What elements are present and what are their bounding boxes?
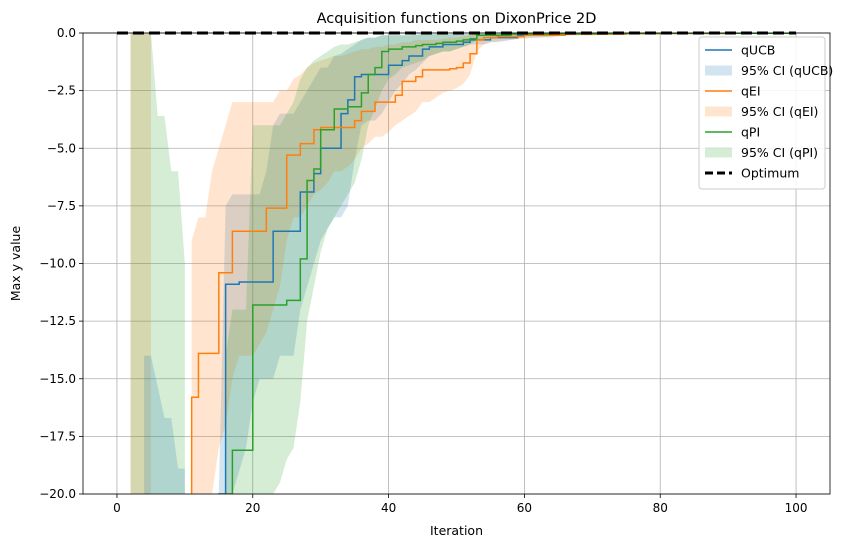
x-tick-label: 60 xyxy=(517,501,532,515)
legend-label: 95% CI (qEI) xyxy=(741,104,818,119)
series-line-qEI xyxy=(190,33,790,494)
y-tick-label: −12.5 xyxy=(39,314,76,328)
legend-label: qEI xyxy=(741,84,761,99)
y-tick-label: −5.0 xyxy=(47,141,76,155)
legend: qUCB 95% CI (qUCB) qEI 95% CI (qEI) qPI 95% C… xyxy=(698,36,833,190)
x-tick-label: 80 xyxy=(653,501,668,515)
early-band-qEI xyxy=(130,33,151,494)
x-tick-label: 20 xyxy=(245,501,260,515)
y-axis-label: Max y value xyxy=(8,226,23,302)
legend-swatch-patch xyxy=(705,106,732,117)
legend-label: qPI xyxy=(741,125,760,140)
y-tick-label: −7.5 xyxy=(47,199,76,213)
legend-label: 95% CI (qPI) xyxy=(741,145,818,160)
x-axis: 0 20 40 60 80 100 xyxy=(113,494,807,515)
y-tick-label: −15.0 xyxy=(39,372,76,386)
y-axis: −20.0 −17.5 −15.0 −12.5 −10.0 −7.5 −5.0 −2.5 0.0 xyxy=(39,26,83,501)
y-tick-label: −10.0 xyxy=(39,257,76,271)
legend-label: 95% CI (qUCB) xyxy=(741,63,833,78)
ci-band-qPI xyxy=(225,33,790,494)
y-tick-label: 0.0 xyxy=(57,26,76,40)
legend-label: Optimum xyxy=(741,166,799,181)
y-tick-label: −2.5 xyxy=(47,84,76,98)
x-tick-label: 0 xyxy=(113,501,121,515)
early-band-qPI xyxy=(130,33,185,494)
legend-label: qUCB xyxy=(741,43,775,58)
y-tick-label: −20.0 xyxy=(39,487,76,501)
legend-box xyxy=(698,36,826,190)
y-tick-label: −17.5 xyxy=(39,429,76,443)
legend-swatch-patch xyxy=(705,147,732,158)
x-tick-label: 100 xyxy=(785,501,808,515)
early-band-qUCB xyxy=(144,355,185,494)
chart-title: Acquisition functions on DixonPrice 2D xyxy=(317,11,597,27)
x-axis-label: Iteration xyxy=(430,523,483,538)
legend-swatch-patch xyxy=(705,65,732,76)
x-tick-label: 40 xyxy=(381,501,396,515)
